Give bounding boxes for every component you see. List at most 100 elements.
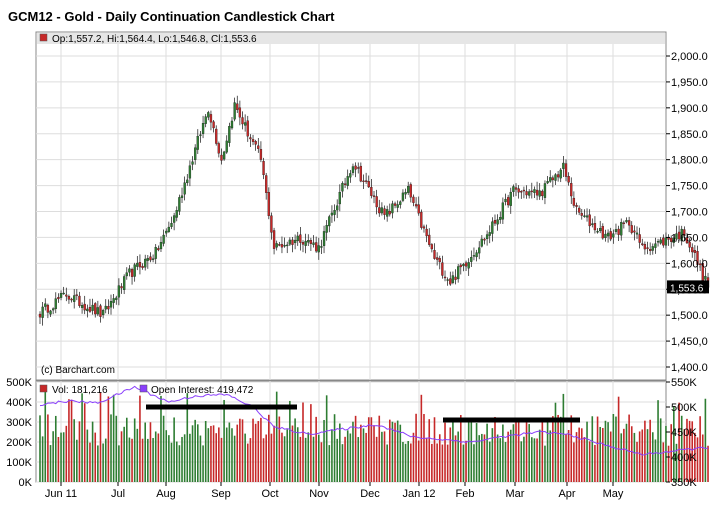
volume-bar [467,418,470,482]
candle-body [291,239,294,245]
candle-body [683,229,686,236]
volume-bar [73,419,75,482]
volume-bar [620,433,623,482]
volume-bar [302,402,304,482]
volume-bar [559,416,562,482]
candle-body [107,306,110,310]
candle-body [133,264,136,277]
candle-body [199,134,202,136]
candle-body [215,128,218,144]
volume-bar [162,415,165,482]
candle-body [157,248,160,251]
volume-bar [225,427,228,482]
volume-tick-label: 0K [19,477,33,489]
volume-bar [47,414,49,482]
candle-body [73,295,76,302]
volume-bar [446,444,449,482]
candle-body [262,161,265,176]
candle-body [280,244,284,248]
candle-body [464,262,468,267]
volume-bar [654,439,657,482]
volume-bar [407,441,409,482]
candle-body [183,182,186,195]
volume-bar [386,444,388,482]
candle-body [462,264,465,267]
candle-body [438,258,441,263]
candle-body [196,136,199,150]
candle-body [696,251,699,265]
candle-body [446,279,449,281]
candle-body [162,234,165,244]
candle-body [201,123,205,134]
volume-bar [552,416,554,482]
volume-bar [383,431,386,482]
volume-bar [299,436,302,482]
volume-bar [328,445,331,482]
volume-bar [210,425,212,482]
candle-body [517,188,520,193]
volume-bar [457,431,459,482]
candle-body [46,304,50,313]
volume-bar [649,419,651,482]
candle-body [246,120,249,137]
candle-body [549,177,552,182]
candle-body [372,195,376,197]
x-tick-label: Aug [156,488,176,500]
volume-bar [546,420,549,482]
candle-body [606,232,610,237]
volume-bar [473,444,475,482]
volume-bar [483,434,486,482]
candle-body [370,187,373,196]
candle-body [451,275,455,283]
volume-bar [588,441,591,482]
volume-bar [502,424,504,482]
volume-bar [694,432,696,482]
volume-bar [607,422,609,482]
volume-bar [144,422,146,482]
volume-bar [344,436,346,482]
volume-bar [412,432,415,482]
candle-body [691,247,694,253]
volume-bar [94,432,97,482]
x-tick-label: Jul [111,488,125,500]
candle-body [680,228,683,242]
volume-bar [465,440,467,482]
volume-bar [260,417,262,482]
volume-bar [441,444,444,482]
candle-body [330,212,334,216]
volume-bar [141,438,144,482]
volume-bar [360,424,362,482]
volume-bar [262,438,265,482]
volume-tick-label: 400K [6,397,32,409]
volume-bar [354,415,357,482]
candle-body [359,165,363,182]
price-tick-label: 1,650.0 [671,232,708,244]
volume-tick-label: 200K [6,437,32,449]
volume-label: Vol: 181,216 [52,385,108,396]
volume-bar [517,421,520,482]
volume-bar [139,395,141,482]
candle-body [704,275,707,280]
candle-body [328,216,331,227]
candle-body [341,182,344,192]
candle-body [506,197,510,206]
volume-bar [331,429,333,482]
candle-body [62,292,65,295]
candle-body [649,249,652,251]
x-tick-label: Apr [558,488,575,500]
candle-body [501,202,505,220]
candle-body [283,245,286,247]
volume-bar [475,423,478,482]
candle-body [301,242,305,245]
volume-bar [528,424,530,482]
volume-bar [157,433,160,482]
candle-body [378,207,381,214]
candle-body [230,120,234,129]
candle-body [449,278,452,285]
candle-body [388,211,391,215]
candle-body [293,239,297,244]
candle-body [251,139,255,142]
volume-bar [512,424,515,482]
candle-body [78,295,81,306]
price-tick-label: 1,950.0 [671,77,708,89]
